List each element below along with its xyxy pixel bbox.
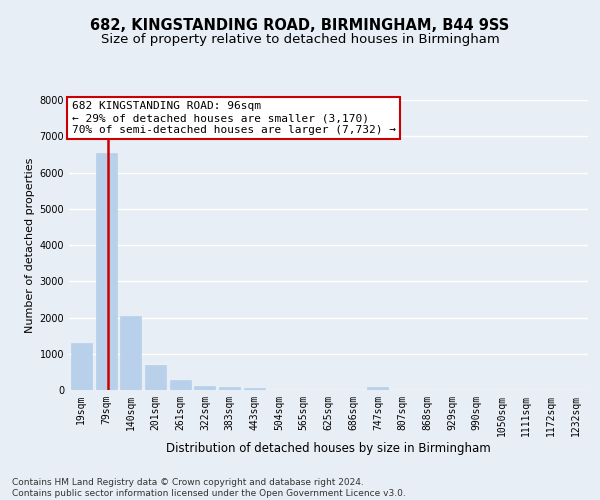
Bar [95,152,116,390]
Text: Size of property relative to detached houses in Birmingham: Size of property relative to detached ho… [101,32,499,46]
Bar [194,386,215,390]
Bar [145,366,166,390]
Bar [170,380,191,390]
Text: Contains HM Land Registry data © Crown copyright and database right 2024.
Contai: Contains HM Land Registry data © Crown c… [12,478,406,498]
Bar [367,387,388,390]
Y-axis label: Number of detached properties: Number of detached properties [25,158,35,332]
Text: 682 KINGSTANDING ROAD: 96sqm
← 29% of detached houses are smaller (3,170)
70% of: 682 KINGSTANDING ROAD: 96sqm ← 29% of de… [71,102,395,134]
X-axis label: Distribution of detached houses by size in Birmingham: Distribution of detached houses by size … [166,442,491,454]
Bar [244,388,265,390]
Bar [120,316,141,390]
Text: 682, KINGSTANDING ROAD, BIRMINGHAM, B44 9SS: 682, KINGSTANDING ROAD, BIRMINGHAM, B44 … [91,18,509,32]
Bar [71,343,92,390]
Bar [219,388,240,390]
